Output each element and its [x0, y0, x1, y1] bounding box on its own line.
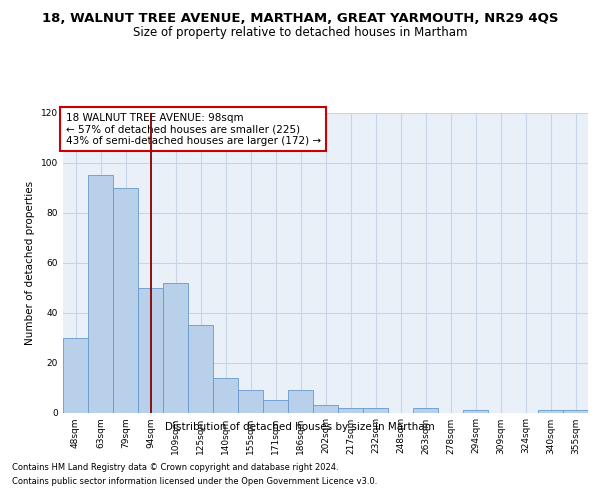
Text: Contains public sector information licensed under the Open Government Licence v3: Contains public sector information licen… — [12, 478, 377, 486]
Bar — [63, 338, 88, 412]
Bar — [363, 408, 388, 412]
Text: Contains HM Land Registry data © Crown copyright and database right 2024.: Contains HM Land Registry data © Crown c… — [12, 462, 338, 471]
Bar — [213, 378, 238, 412]
Bar — [163, 282, 188, 412]
Y-axis label: Number of detached properties: Number of detached properties — [25, 180, 35, 344]
Bar — [313, 405, 338, 412]
Bar — [288, 390, 313, 412]
Bar — [538, 410, 563, 412]
Bar — [138, 288, 163, 412]
Bar — [338, 408, 363, 412]
Bar — [263, 400, 288, 412]
Text: Distribution of detached houses by size in Martham: Distribution of detached houses by size … — [165, 422, 435, 432]
Bar — [463, 410, 488, 412]
Bar — [188, 325, 213, 412]
Text: Size of property relative to detached houses in Martham: Size of property relative to detached ho… — [133, 26, 467, 39]
Bar — [113, 188, 138, 412]
Text: 18 WALNUT TREE AVENUE: 98sqm
← 57% of detached houses are smaller (225)
43% of s: 18 WALNUT TREE AVENUE: 98sqm ← 57% of de… — [65, 112, 321, 146]
Bar — [238, 390, 263, 412]
Bar — [413, 408, 438, 412]
Bar — [88, 175, 113, 412]
Bar — [563, 410, 588, 412]
Text: 18, WALNUT TREE AVENUE, MARTHAM, GREAT YARMOUTH, NR29 4QS: 18, WALNUT TREE AVENUE, MARTHAM, GREAT Y… — [42, 12, 558, 26]
